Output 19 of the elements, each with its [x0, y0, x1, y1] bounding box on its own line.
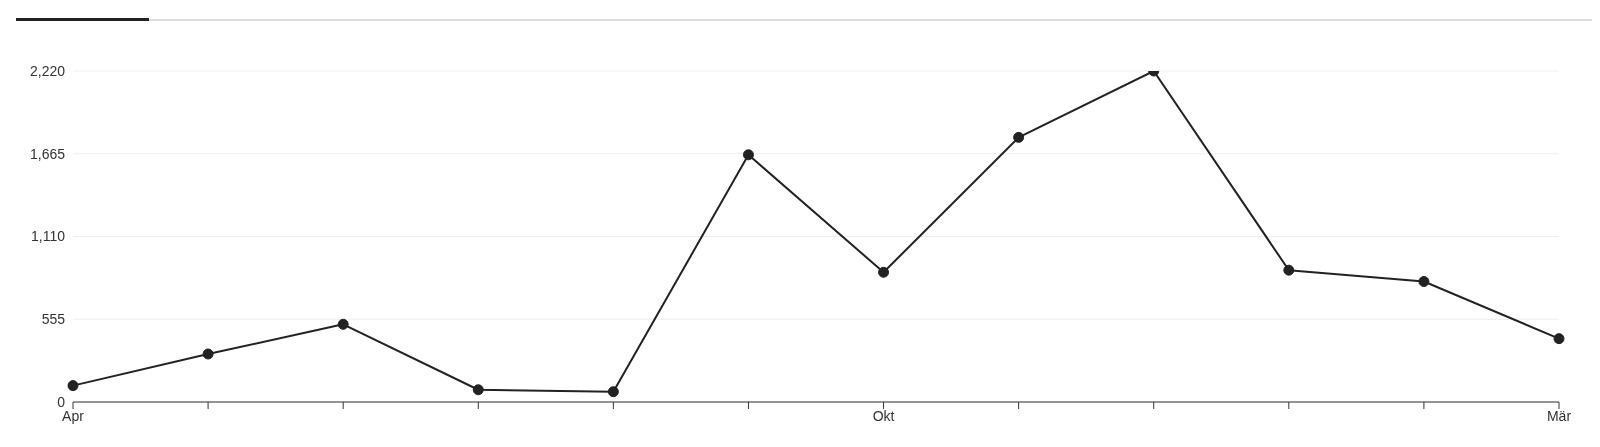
point: [607, 386, 619, 398]
y-tick-label: 1,665: [29, 145, 66, 162]
point: [337, 318, 349, 330]
y-tick-label: 2,220: [29, 62, 66, 79]
point: [202, 348, 214, 360]
point: [742, 149, 754, 161]
x-tick-label: Mär: [1546, 407, 1572, 424]
x-tick-label: Okt: [872, 407, 895, 424]
point: [1418, 276, 1430, 288]
y-tick-label: 0: [57, 393, 66, 410]
y-tick-label: 555: [41, 311, 66, 328]
point: [1553, 333, 1565, 345]
x-tick-label: Apr: [62, 407, 85, 424]
y-tick-label: 1,110: [31, 228, 66, 245]
point: [878, 266, 890, 278]
point: [67, 380, 79, 392]
point: [1013, 131, 1025, 143]
point: [1283, 264, 1295, 276]
point: [472, 384, 484, 396]
